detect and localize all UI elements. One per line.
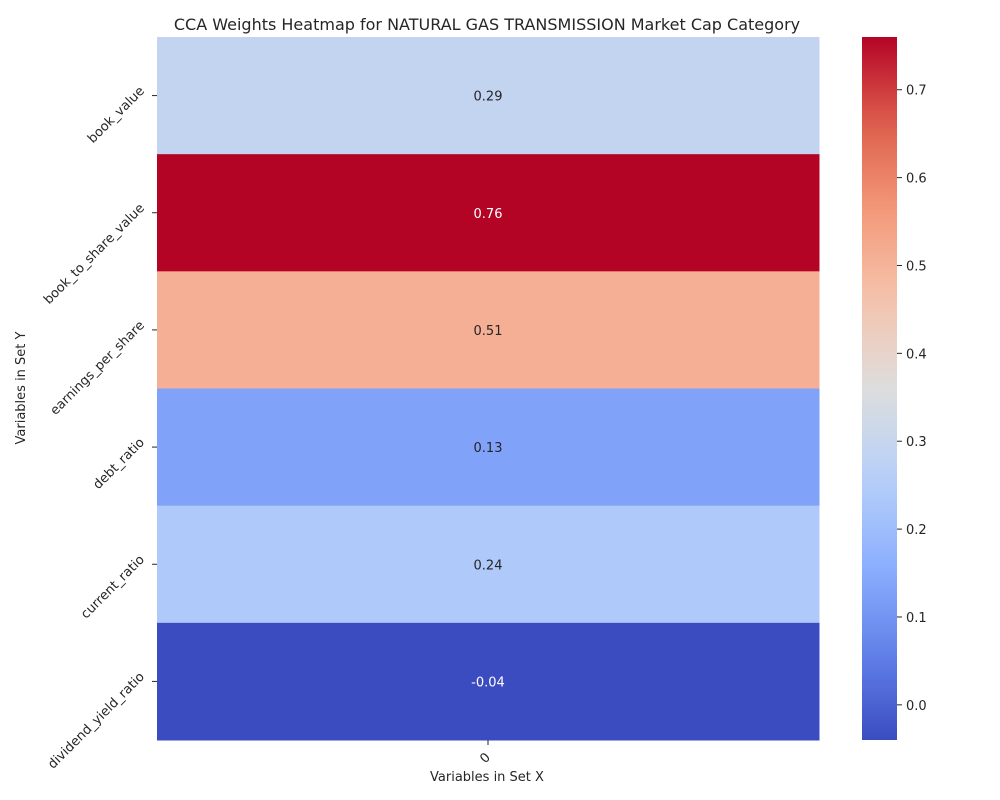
y-axis-ticks: book_value book_to_share_valueearnings_pe… (41, 84, 157, 772)
heatmap-cell (157, 271, 820, 389)
colorbar-tick-label: 0.3 (906, 435, 927, 450)
cell-value-label: -0.04 (471, 675, 505, 690)
heatmap-cell (157, 154, 820, 272)
y-tick-label: dividend_yield_ratio (45, 670, 148, 773)
y-tick-label: current_ratio (78, 552, 148, 622)
chart-title: CCA Weights Heatmap for NATURAL GAS TRAN… (174, 15, 800, 34)
colorbar-tick-label: 0.5 (906, 259, 927, 274)
y-tick-label: book_to_share_value (41, 201, 148, 308)
x-axis-ticks: 0 (477, 740, 494, 767)
y-tick-label: earnings_per_share (48, 318, 148, 418)
x-axis-label: Variables in Set X (430, 770, 544, 785)
colorbar-ticks: 0.0 0.1 0.2 0.3 0.4 0.5 0.6 0.7 (897, 84, 927, 714)
cell-value-label: 0.24 (474, 558, 503, 573)
cell-value-label: 0.29 (474, 90, 503, 105)
heatmap-cells (157, 37, 820, 741)
heatmap-cell (157, 37, 820, 155)
colorbar (862, 37, 897, 740)
cell-value-label: 0.51 (474, 324, 503, 339)
colorbar-tick-label: 0.0 (906, 699, 927, 714)
cell-annotations: 0.29 0.76 0.51 0.13 0.24 -0.04 (471, 90, 505, 691)
cell-value-label: 0.13 (474, 441, 503, 456)
cell-value-label: 0.76 (474, 207, 503, 222)
heatmap-cell (157, 388, 820, 507)
colorbar-tick-label: 0.7 (906, 84, 927, 99)
x-tick-label: 0 (477, 750, 493, 766)
colorbar-tick-label: 0.1 (906, 611, 927, 626)
y-axis-label: Variables in Set Y (14, 331, 29, 444)
heatmap-cell (157, 622, 820, 741)
y-tick-label: debt_ratio (90, 435, 147, 492)
colorbar-tick-label: 0.2 (906, 523, 927, 538)
colorbar-tick-label: 0.4 (906, 347, 927, 362)
colorbar-tick-label: 0.6 (906, 172, 927, 187)
y-tick-label: book_value (85, 84, 148, 147)
heatmap-cell (157, 505, 820, 624)
